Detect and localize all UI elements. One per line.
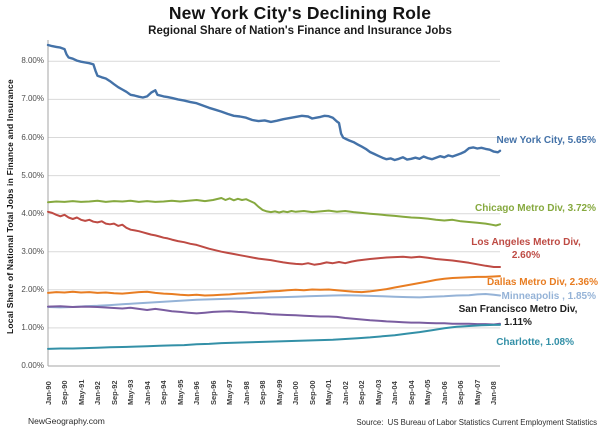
y-tick-label: 0.00% <box>21 361 44 370</box>
x-tick-label: Sep-92 <box>109 380 119 405</box>
series-line-minneapolis <box>47 293 501 309</box>
x-tick-label: May-97 <box>225 379 235 405</box>
series-label-san-francisco-metro-div: San Francisco Metro Div, 1.11% <box>458 304 578 328</box>
y-tick-label: 5.00% <box>21 170 44 180</box>
x-tick-label: Jan-00 <box>291 381 301 405</box>
x-tick-label: May-07 <box>472 379 482 405</box>
series-label-dallas-metro-div: Dallas Metro Div, 2.36% <box>487 277 598 288</box>
x-tick-label: May-01 <box>324 379 334 405</box>
x-tick-label: Sep-98 <box>258 380 268 405</box>
y-tick-label: 4.00% <box>21 208 44 218</box>
x-tick-label: Sep-94 <box>159 380 169 405</box>
chart-title: New York City's Declining Role <box>168 3 432 23</box>
x-tick-label: Jan-02 <box>340 381 350 405</box>
x-tick-label: Jan-96 <box>192 381 202 405</box>
x-tick-label: Jan-92 <box>93 381 102 405</box>
y-tick-label: 3.00% <box>21 246 44 256</box>
x-tick-label: Sep-06 <box>456 380 466 405</box>
x-tick-label: Sep-96 <box>208 380 218 405</box>
x-tick-label: May-91 <box>76 379 86 405</box>
series-line-san-francisco-metro-div <box>47 305 501 326</box>
y-tick-label: 2.00% <box>21 284 44 294</box>
x-tick-label: May-05 <box>423 379 433 405</box>
series-label-los-angeles-metro-div: Los Angeles Metro Div, 2.60% <box>471 237 581 261</box>
series-line-charlotte <box>47 323 501 350</box>
series-line-chicago-metro-div <box>47 197 501 227</box>
series-label-charlotte: Charlotte, 1.08% <box>496 337 574 348</box>
series-label-new-york-city: New York City, 5.65% <box>496 135 597 146</box>
x-tick-label: Jan-06 <box>439 381 449 405</box>
series-line-los-angeles-metro-div <box>47 210 501 268</box>
x-tick-label: Sep-90 <box>60 380 69 405</box>
x-tick-label: Jan-04 <box>390 381 400 405</box>
x-tick-label: Jan-90 <box>43 381 53 405</box>
x-tick-label: Jan-98 <box>241 381 251 405</box>
y-tick-label: 7.00% <box>21 94 44 104</box>
x-tick-label: Jan-94 <box>142 381 152 405</box>
x-tick-label: Sep-04 <box>406 380 416 405</box>
source-credit: Source: US Bureau of Labor Statistics Cu… <box>356 418 597 427</box>
series-label-chicago-metro-div: Chicago Metro Div, 3.72% <box>475 203 596 214</box>
x-tick-label: Jan-08 <box>489 381 499 405</box>
series-line-new-york-city <box>46 43 502 162</box>
x-tick-label: May-93 <box>126 379 136 405</box>
y-tick-label: 1.00% <box>21 322 44 332</box>
site-credit: NewGeography.com <box>28 416 105 426</box>
y-axis-title: Local Share of National Total Jobs in Fi… <box>5 79 15 334</box>
series-label-minneapolis: Minneapolis , 1.85% <box>501 291 596 302</box>
series-line-dallas-metro-div <box>47 275 501 297</box>
x-tick-label: Sep-02 <box>357 380 367 405</box>
x-tick-label: May-03 <box>373 379 383 405</box>
x-tick-label: May-99 <box>274 379 284 405</box>
y-tick-label: 8.00% <box>21 56 44 66</box>
y-tick-label: 6.00% <box>21 132 44 142</box>
x-tick-label: Sep-00 <box>307 380 317 405</box>
x-tick-label: May-95 <box>175 379 185 405</box>
chart-subtitle: Regional Share of Nation's Finance and I… <box>148 25 452 37</box>
